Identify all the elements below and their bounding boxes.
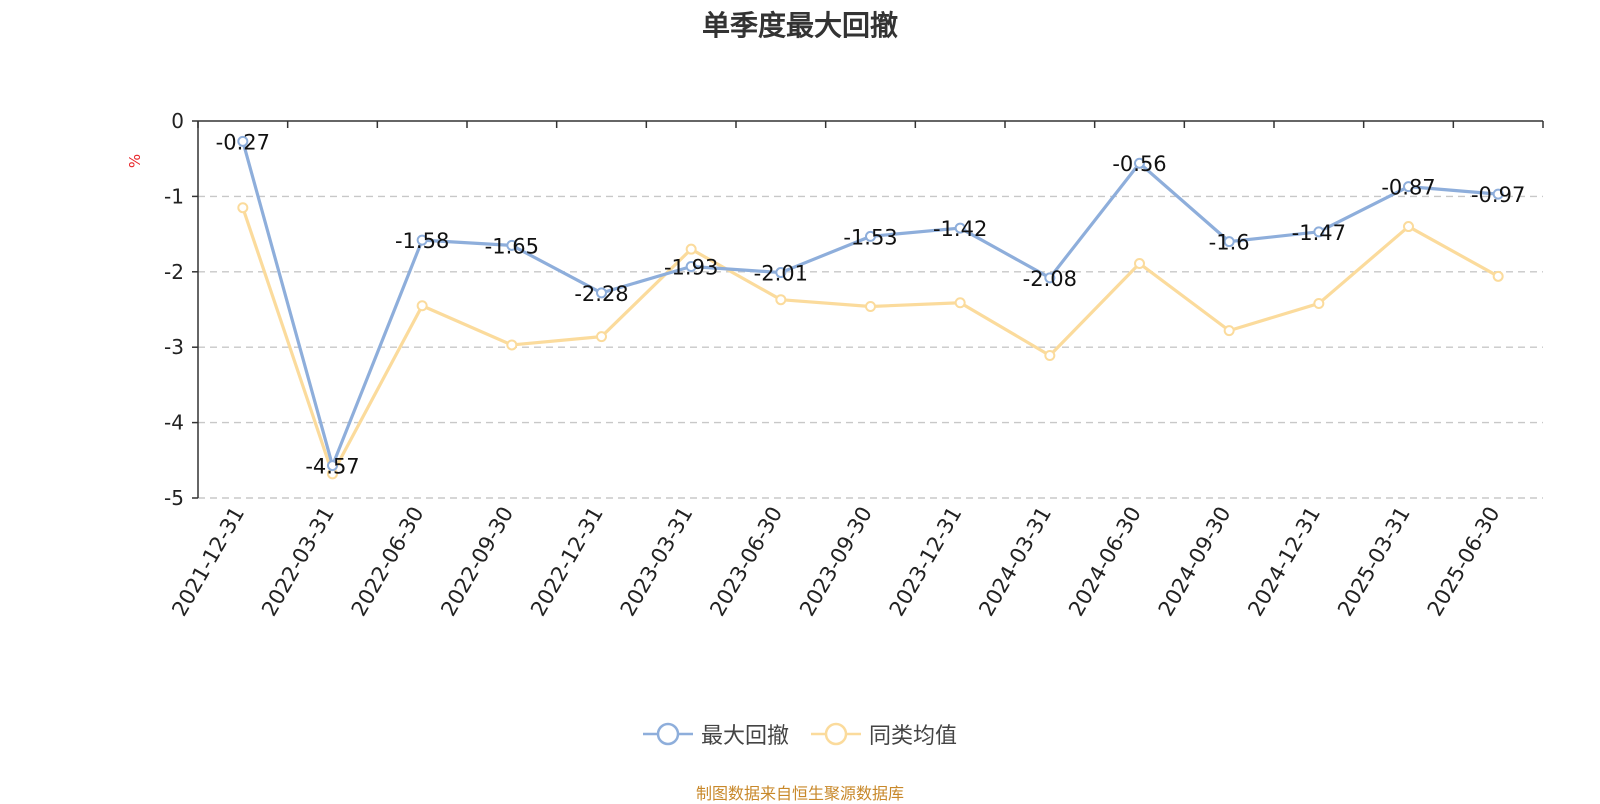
chart-title: 单季度最大回撤 (701, 9, 898, 42)
data-point (1044, 349, 1056, 361)
data-point (865, 300, 876, 312)
x-tick-label: 2022-03-31 (257, 503, 339, 621)
x-tick-label: 2024-09-30 (1154, 503, 1236, 621)
x-tick-label: 2022-09-30 (436, 503, 518, 621)
data-label: -1.58 (395, 229, 449, 253)
data-point (506, 339, 518, 351)
x-tick-label: 2022-12-31 (526, 503, 608, 621)
data-label: -0.97 (1471, 183, 1525, 207)
data-point (596, 287, 607, 299)
data-label: -1.6 (1209, 231, 1250, 255)
x-tick-label: 2024-06-30 (1064, 503, 1146, 621)
x-tick-label: 2025-06-30 (1423, 503, 1505, 621)
y-tick-label: -2 (164, 260, 184, 284)
data-point (1134, 258, 1145, 270)
y-tick-label: -4 (164, 411, 184, 435)
data-label: -1.93 (664, 256, 718, 280)
y-tick-label: -3 (164, 335, 184, 359)
x-tick-label: 2024-12-31 (1243, 503, 1325, 621)
y-tick-label: 0 (171, 109, 184, 133)
x-tick-label: 2023-06-30 (705, 503, 787, 621)
y-tick-label: -1 (164, 184, 184, 208)
data-point (775, 294, 787, 306)
legend-item[interactable]: 同类均值 (811, 718, 957, 750)
x-tick-label: 2021-12-31 (167, 503, 249, 621)
data-point (1492, 188, 1504, 200)
data-point (237, 202, 249, 214)
data-point (327, 460, 338, 472)
data-point (1044, 272, 1056, 284)
data-point (865, 230, 876, 242)
legend: 最大回撤 同类均值 (0, 718, 1600, 750)
data-labels: -0.27 -4.57 -1.58 -1.65 -2.28 -1.93 -2.01 -1.53… (216, 130, 1526, 478)
data-label: -0.27 (216, 130, 270, 154)
data-point (1223, 325, 1235, 337)
data-point (685, 261, 697, 273)
data-label: -1.47 (1292, 221, 1346, 245)
data-label: -2.01 (754, 262, 808, 286)
data-label: -0.56 (1112, 152, 1166, 176)
data-point (1403, 181, 1414, 193)
data-label: -2.08 (1023, 267, 1077, 291)
legend-item[interactable]: 最大回撤 (642, 718, 789, 750)
x-tick-label: 2023-03-31 (616, 503, 698, 621)
x-tick-label: 2024-03-31 (974, 503, 1056, 621)
legend-label: 最大回撤 (700, 724, 789, 749)
legend-symbol-icon (811, 722, 861, 746)
series-lines (237, 135, 1504, 480)
x-tick-label: 2023-12-31 (885, 503, 967, 621)
data-point (596, 331, 607, 343)
legend-label: 同类均值 (869, 724, 958, 749)
data-label: -1.53 (843, 225, 897, 249)
data-point (1492, 270, 1504, 282)
data-point (775, 267, 787, 279)
source-note: 制图数据来自恒生聚源数据库 (695, 784, 904, 803)
data-label: -0.87 (1381, 176, 1435, 200)
y-tick-label: -5 (164, 486, 184, 510)
data-point (1313, 297, 1325, 309)
data-point (1403, 221, 1414, 233)
data-point (954, 222, 966, 234)
x-tick-label: 2022-06-30 (347, 502, 429, 620)
data-point (1313, 226, 1325, 238)
data-point (1134, 157, 1145, 169)
grid-lines (198, 195, 1543, 499)
data-label: -1.65 (485, 234, 539, 258)
data-point (416, 234, 428, 246)
x-tick-label: 2025-03-31 (1333, 503, 1415, 621)
legend-marker (656, 722, 680, 746)
data-point (685, 243, 697, 255)
x-tick-label: 2023-09-30 (795, 503, 877, 621)
data-label: -1.42 (933, 217, 987, 241)
data-label: -4.57 (305, 455, 359, 479)
data-point (237, 135, 249, 147)
legend-symbol-icon (642, 722, 693, 746)
data-point (954, 297, 966, 309)
data-label: -2.28 (574, 282, 628, 306)
data-point (416, 300, 428, 312)
data-point (506, 239, 518, 251)
data-point (1223, 236, 1235, 248)
legend-marker (824, 722, 848, 746)
